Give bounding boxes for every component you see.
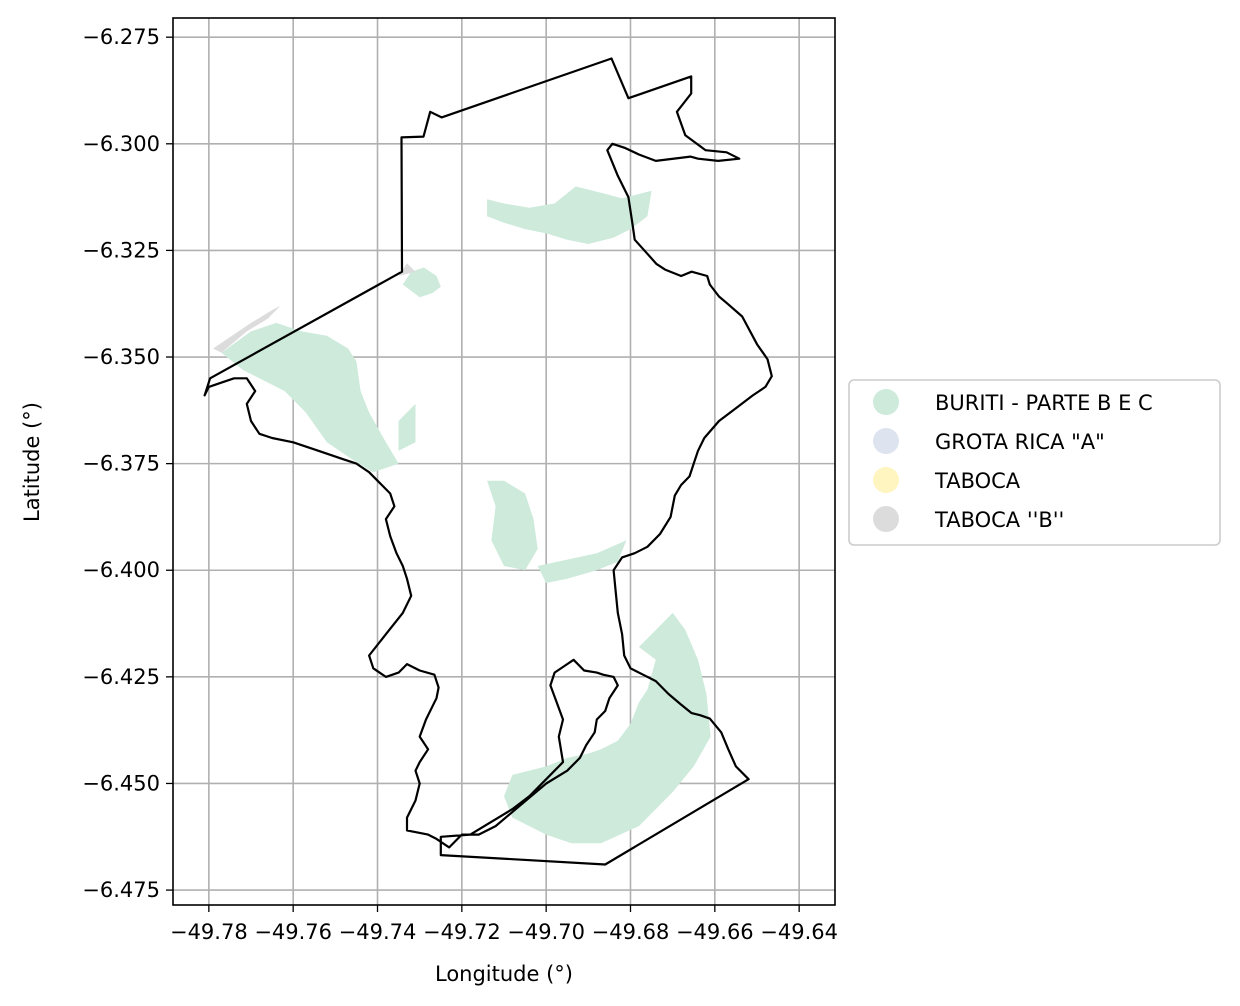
region-1-polygon-0 — [213, 305, 281, 353]
x-tick-label-5: −49.68 — [592, 920, 670, 944]
legend-label-0: BURITI - PARTE B E C — [935, 391, 1153, 415]
y-axis-label: Latitude (°) — [20, 402, 44, 522]
legend-marker-1 — [873, 428, 899, 454]
map-regions — [213, 186, 711, 844]
region-0-polygon-5 — [537, 540, 627, 583]
region-1-polygon-1 — [398, 263, 416, 276]
region-0-polygon-1 — [402, 267, 441, 298]
x-tick-label-3: −49.72 — [423, 920, 501, 944]
boundary-outline — [203, 57, 773, 866]
y-tick-label-1: −6.300 — [82, 132, 160, 156]
plot-area — [172, 17, 836, 906]
legend-items: BURITI - PARTE B E C GROTA RICA "A" TABOCA… — [873, 389, 1153, 532]
legend-label-1: GROTA RICA "A" — [935, 430, 1105, 454]
x-tick-label-4: −49.70 — [507, 920, 585, 944]
region-0-polygon-4 — [487, 480, 538, 571]
axes-frame — [172, 17, 836, 906]
legend-marker-2 — [873, 467, 899, 493]
x-tick-label-7: −49.64 — [760, 920, 838, 944]
x-axis-label: Longitude (°) — [435, 962, 573, 986]
y-tick-label-8: −6.475 — [82, 878, 160, 902]
region-0-polygon-6 — [504, 612, 711, 844]
x-tick-label-6: −49.66 — [676, 920, 754, 944]
region-0 — [221, 186, 711, 844]
legend-marker-3 — [873, 506, 899, 532]
region-0-polygon-3 — [398, 403, 416, 451]
y-axis-ticks: −6.275 −6.300 −6.325 −6.350 −6.375 −6.400 −6.4… — [82, 25, 173, 902]
x-tick-label-0: −49.78 — [170, 920, 248, 944]
y-tick-label-4: −6.375 — [82, 452, 160, 476]
legend-box — [848, 379, 1221, 546]
y-tick-label-6: −6.425 — [82, 665, 160, 689]
axes-background — [173, 18, 835, 905]
legend-label-3: TABOCA ''B'' — [934, 508, 1064, 532]
legend-marker-0 — [873, 389, 899, 415]
region-1 — [213, 263, 416, 353]
x-tick-label-1: −49.76 — [254, 920, 332, 944]
y-tick-label-0: −6.275 — [82, 25, 160, 49]
legend-label-2: TABOCA — [934, 469, 1021, 493]
y-tick-label-7: −6.450 — [82, 771, 160, 795]
region-0-polygon-2 — [221, 322, 399, 473]
x-tick-label-2: −49.74 — [339, 920, 417, 944]
y-tick-label-3: −6.350 — [82, 345, 160, 369]
legend: BURITI - PARTE B E C GROTA RICA "A" TABOCA… — [848, 379, 1221, 546]
x-axis-ticks: −49.78 −49.76 −49.74 −49.72 −49.70 −49.68 −49.… — [170, 905, 838, 944]
y-tick-label-2: −6.325 — [82, 238, 160, 262]
region-0-polygon-0 — [487, 186, 652, 244]
municipality-outline — [203, 57, 773, 866]
y-tick-label-5: −6.400 — [82, 558, 160, 582]
